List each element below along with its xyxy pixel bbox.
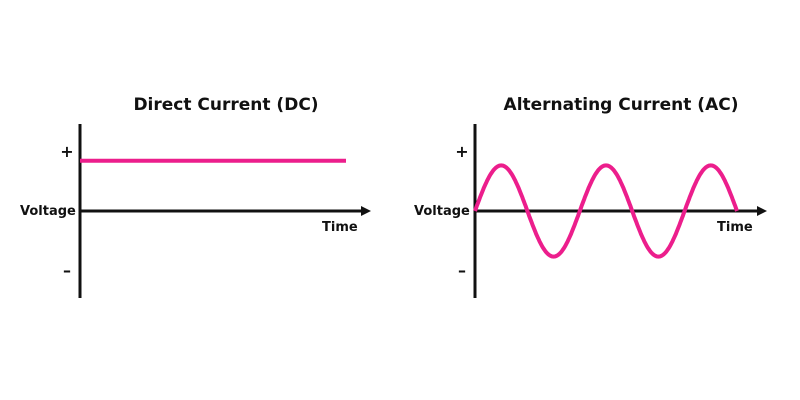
dc-y-axis-label: Voltage xyxy=(20,204,76,219)
ac-title: Alternating Current (AC) xyxy=(504,95,739,115)
dc-x-axis-label: Time xyxy=(322,220,358,235)
dc-plus-label: + xyxy=(60,142,73,161)
ac-minus-label: – xyxy=(458,261,466,280)
ac-x-axis-label: Time xyxy=(717,220,753,235)
dc-panel: Direct Current (DC) + – Voltage Time xyxy=(20,95,371,298)
ac-y-axis-label: Voltage xyxy=(414,204,470,219)
dc-minus-label: – xyxy=(63,261,71,280)
dc-title: Direct Current (DC) xyxy=(133,95,318,115)
ac-plus-label: + xyxy=(455,142,468,161)
ac-signal-wave xyxy=(473,163,739,259)
ac-panel: Alternating Current (AC) + – Voltage Tim… xyxy=(414,95,767,298)
